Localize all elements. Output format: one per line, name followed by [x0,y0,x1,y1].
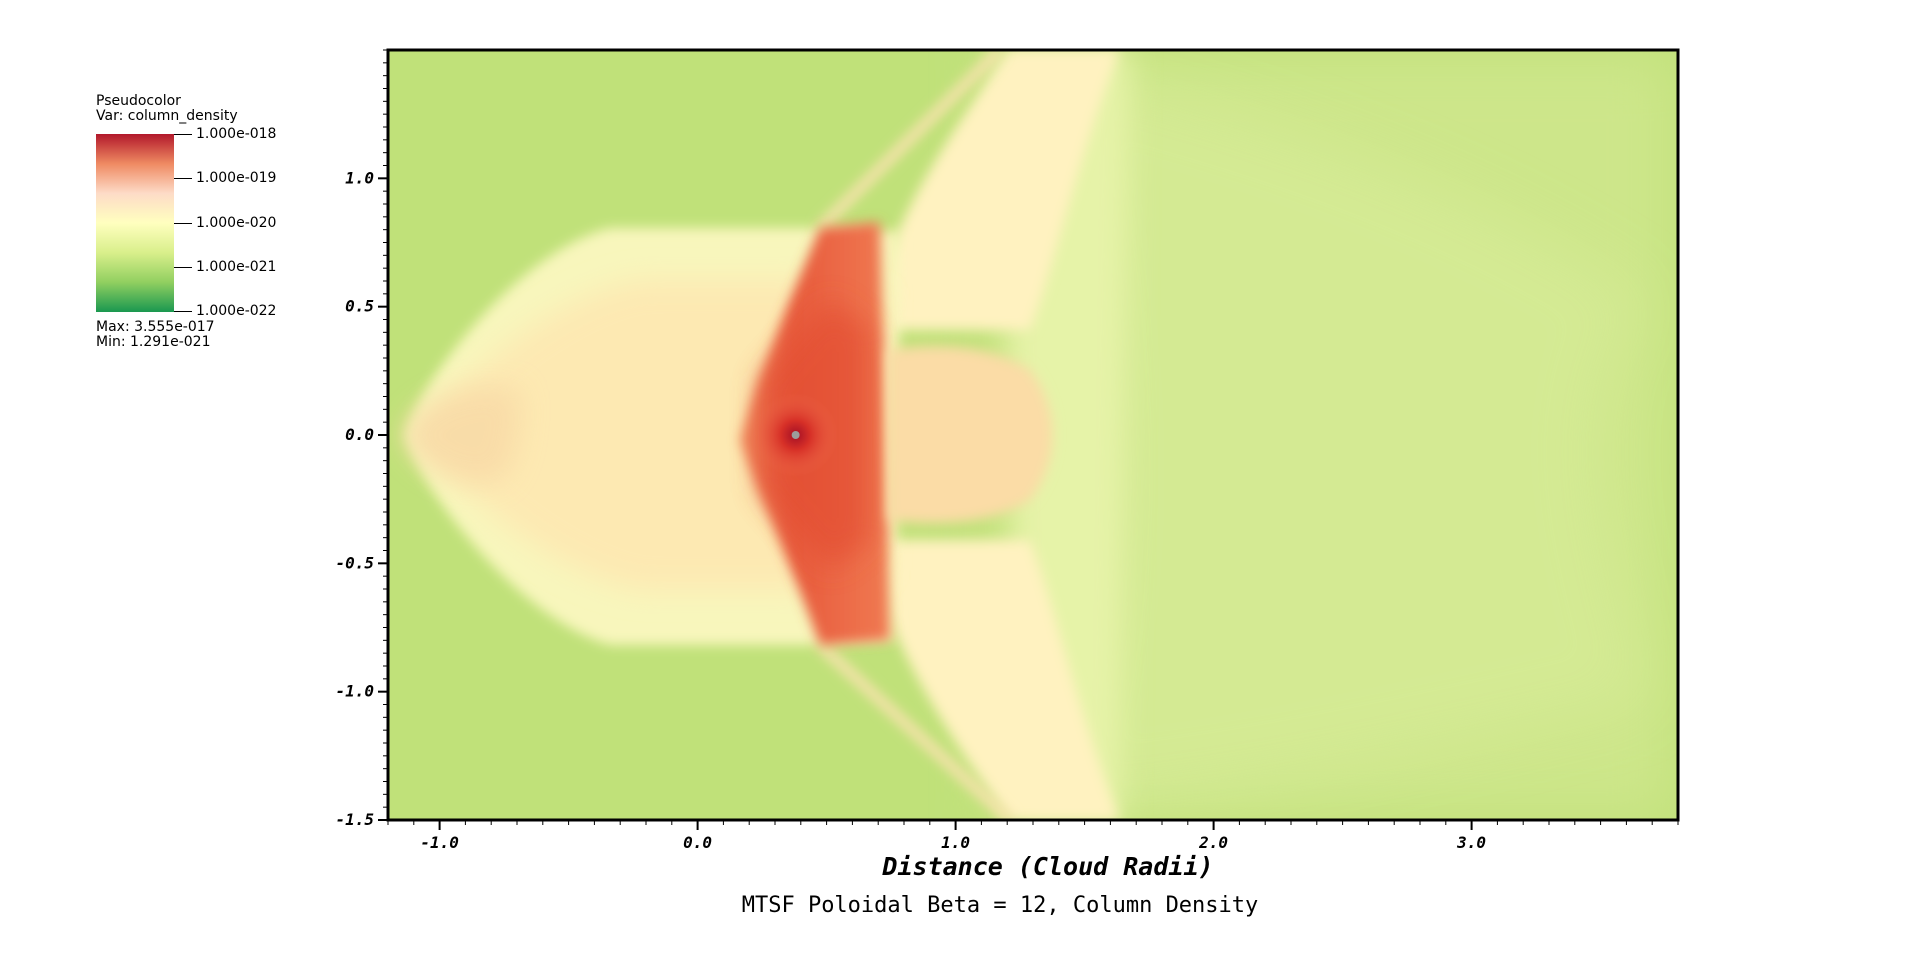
core-center-marker [791,431,800,439]
legend-min: Min: 1.291e-021 [96,334,211,350]
y-tick-label: 0.5 [345,297,374,316]
legend-tick-label: 1.000e-019 [196,170,277,186]
lower-shock-cone [878,540,1120,820]
y-tick-label: 1.0 [345,168,374,187]
legend-tick-label: 1.000e-020 [196,215,277,231]
heatmap-image [388,50,1678,820]
y-tick-label: -1.0 [335,682,374,701]
legend-tick-label: 1.000e-022 [196,303,277,319]
minor-ticks [383,49,1679,825]
bow-shock-rim-upper [816,50,1004,232]
y-axis: 1.0 0.5 0.0 -0.5 -1.0 -1.5 [335,168,388,829]
x-axis: -1.0 0.0 1.0 2.0 3.0 [420,820,1486,852]
colorbar-legend: Pseudocolor Var: column_density 1.000e-0… [96,94,336,364]
legend-tick-mark [174,134,192,135]
wake-inner [1040,60,1650,810]
y-tick-label: -1.5 [335,810,374,829]
colorbar [96,134,174,312]
tail-lobe [888,346,1053,524]
legend-tick-mark [174,267,192,268]
legend-tick-label: 1.000e-021 [196,259,277,275]
cloud-inner [420,280,880,590]
y-tick-label: 0.0 [345,425,374,444]
legend-tick-mark [174,178,192,179]
legend-tick-label: 1.000e-018 [196,126,277,142]
x-axis-label: Distance (Cloud Radii) [882,852,1214,881]
bow-apex-glow [400,387,520,483]
chart-title: MTSF Poloidal Beta = 12, Column Density [741,893,1259,918]
legend-tick-mark [174,223,192,224]
x-tick-label: 1.0 [941,833,970,852]
legend-tick-mark [174,311,192,312]
bow-shock-rim-lower [816,641,1014,820]
upper-shock-cone [878,50,1120,330]
x-tick-label: -1.0 [420,833,459,852]
legend-plot-type: Pseudocolor [96,93,181,109]
x-tick-label: 3.0 [1456,833,1486,852]
x-tick-label: 0.0 [683,833,712,852]
x-tick-label: 2.0 [1198,833,1228,852]
legend-max: Max: 3.555e-017 [96,319,215,335]
y-tick-label: -0.5 [335,553,374,572]
legend-variable: Var: column_density [96,108,238,124]
